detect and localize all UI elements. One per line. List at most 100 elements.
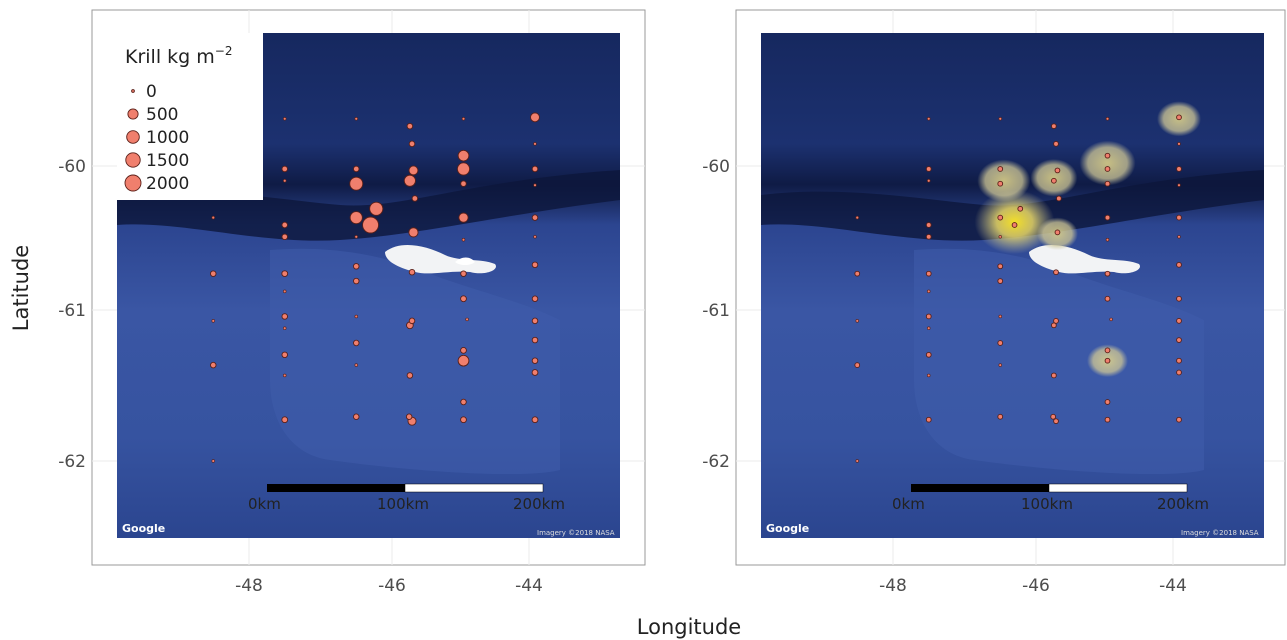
krill-point-28 — [1011, 222, 1018, 228]
krill-point-4 — [211, 459, 215, 463]
krill-point-35 — [1054, 229, 1061, 236]
krill-point-33 — [408, 165, 419, 176]
krill-point-30 — [1051, 123, 1057, 130]
scale-label-0: 0km — [248, 495, 281, 513]
krill-point-21 — [354, 235, 358, 239]
left-ytick-62: -62 — [58, 452, 86, 472]
krill-point-54 — [1104, 416, 1111, 423]
krill-point-31 — [408, 140, 416, 148]
krill-point-4 — [855, 459, 859, 463]
krill-point-7 — [283, 179, 287, 183]
legend-key-1500 — [125, 152, 141, 168]
krill-point-18 — [353, 165, 360, 173]
krill-point-9 — [925, 233, 932, 240]
krill-point-23 — [997, 278, 1004, 284]
krill-point-8 — [925, 222, 932, 228]
krill-point-38 — [408, 317, 416, 325]
krill-point-33 — [1054, 167, 1061, 174]
krill-point-14 — [281, 351, 288, 359]
krill-point-41 — [1050, 413, 1057, 420]
krill-point-53 — [1104, 399, 1111, 405]
krill-point-1 — [210, 270, 217, 277]
krill-point-29 — [1017, 205, 1024, 212]
krill-point-39 — [1051, 372, 1057, 379]
krill-point-20 — [997, 214, 1004, 221]
krill-point-34 — [411, 195, 419, 202]
right-points — [854, 114, 1182, 463]
krill-point-48 — [1104, 270, 1111, 277]
density-overlay — [974, 101, 1201, 378]
left-ytick-61: -61 — [58, 301, 86, 321]
legend-key-500 — [127, 108, 139, 120]
krill-point-64 — [1176, 337, 1182, 343]
krill-point-26 — [354, 363, 358, 367]
krill-point-16 — [925, 416, 932, 423]
density-blob-0 — [974, 190, 1055, 255]
imagery-credit-right: Imagery ©2018 NASA — [1181, 529, 1259, 537]
krill-point-58 — [1177, 183, 1181, 187]
krill-point-20 — [349, 211, 363, 225]
krill-point-13 — [283, 326, 287, 330]
krill-point-59 — [1176, 214, 1182, 221]
scale-label-100: 100km — [377, 495, 429, 513]
krill-point-41 — [405, 413, 413, 420]
krill-point-18 — [997, 166, 1004, 172]
legend-label-500: 500 — [146, 105, 178, 125]
krill-point-56 — [533, 142, 537, 146]
krill-point-64 — [531, 336, 539, 344]
right-scale-bar: 0km 100km 200km — [892, 483, 1209, 513]
krill-point-12 — [925, 313, 932, 320]
krill-point-44 — [1104, 166, 1111, 172]
right-ytick-61: -61 — [702, 301, 730, 321]
krill-point-7 — [927, 179, 931, 183]
krill-point-22 — [353, 263, 360, 270]
legend-label-2000: 2000 — [146, 174, 189, 194]
scale-label-200-right: 200km — [1157, 495, 1209, 513]
krill-point-63 — [1176, 318, 1182, 324]
krill-point-0 — [855, 215, 859, 220]
krill-point-15 — [283, 373, 287, 378]
left-xtick-48: -48 — [235, 576, 263, 596]
krill-point-40 — [1053, 418, 1059, 425]
krill-point-56 — [1177, 142, 1181, 146]
legend-label-1000: 1000 — [146, 128, 189, 148]
krill-point-65 — [531, 357, 539, 364]
density-blob-2 — [1030, 159, 1078, 197]
krill-point-43 — [1104, 152, 1111, 159]
krill-point-22 — [997, 263, 1004, 270]
right-xtick-46: -46 — [1022, 576, 1050, 596]
krill-point-10 — [925, 270, 932, 277]
krill-point-61 — [531, 261, 539, 269]
krill-point-60 — [533, 235, 537, 239]
legend-keys — [124, 89, 142, 192]
scale-label-0-right: 0km — [892, 495, 925, 513]
krill-point-49 — [1104, 295, 1111, 302]
krill-point-6 — [281, 165, 288, 173]
krill-point-23 — [353, 277, 360, 285]
krill-point-42 — [1105, 117, 1110, 121]
left-xtick-46: -46 — [378, 576, 406, 596]
krill-point-65 — [1176, 357, 1182, 364]
krill-point-16 — [281, 416, 289, 424]
right-map-background — [761, 33, 1264, 538]
krill-point-51 — [1104, 347, 1111, 354]
krill-point-24 — [354, 314, 358, 319]
legend-label-1500: 1500 — [146, 151, 189, 171]
krill-point-0 — [211, 215, 215, 220]
krill-point-25 — [997, 340, 1004, 346]
krill-point-36 — [408, 268, 416, 276]
imagery-credit: Imagery ©2018 NASA — [537, 529, 615, 537]
krill-point-46 — [1104, 214, 1111, 221]
density-blob-3 — [1079, 140, 1136, 186]
krill-point-54 — [460, 416, 467, 424]
krill-point-47 — [461, 238, 466, 242]
krill-point-29 — [369, 201, 384, 216]
krill-point-57 — [1176, 166, 1182, 172]
krill-point-51 — [460, 347, 467, 354]
right-ytick-62: -62 — [702, 452, 730, 472]
krill-point-55 — [530, 112, 540, 123]
krill-point-31 — [1053, 141, 1059, 147]
krill-point-34 — [1056, 195, 1062, 202]
krill-point-52 — [457, 354, 470, 367]
